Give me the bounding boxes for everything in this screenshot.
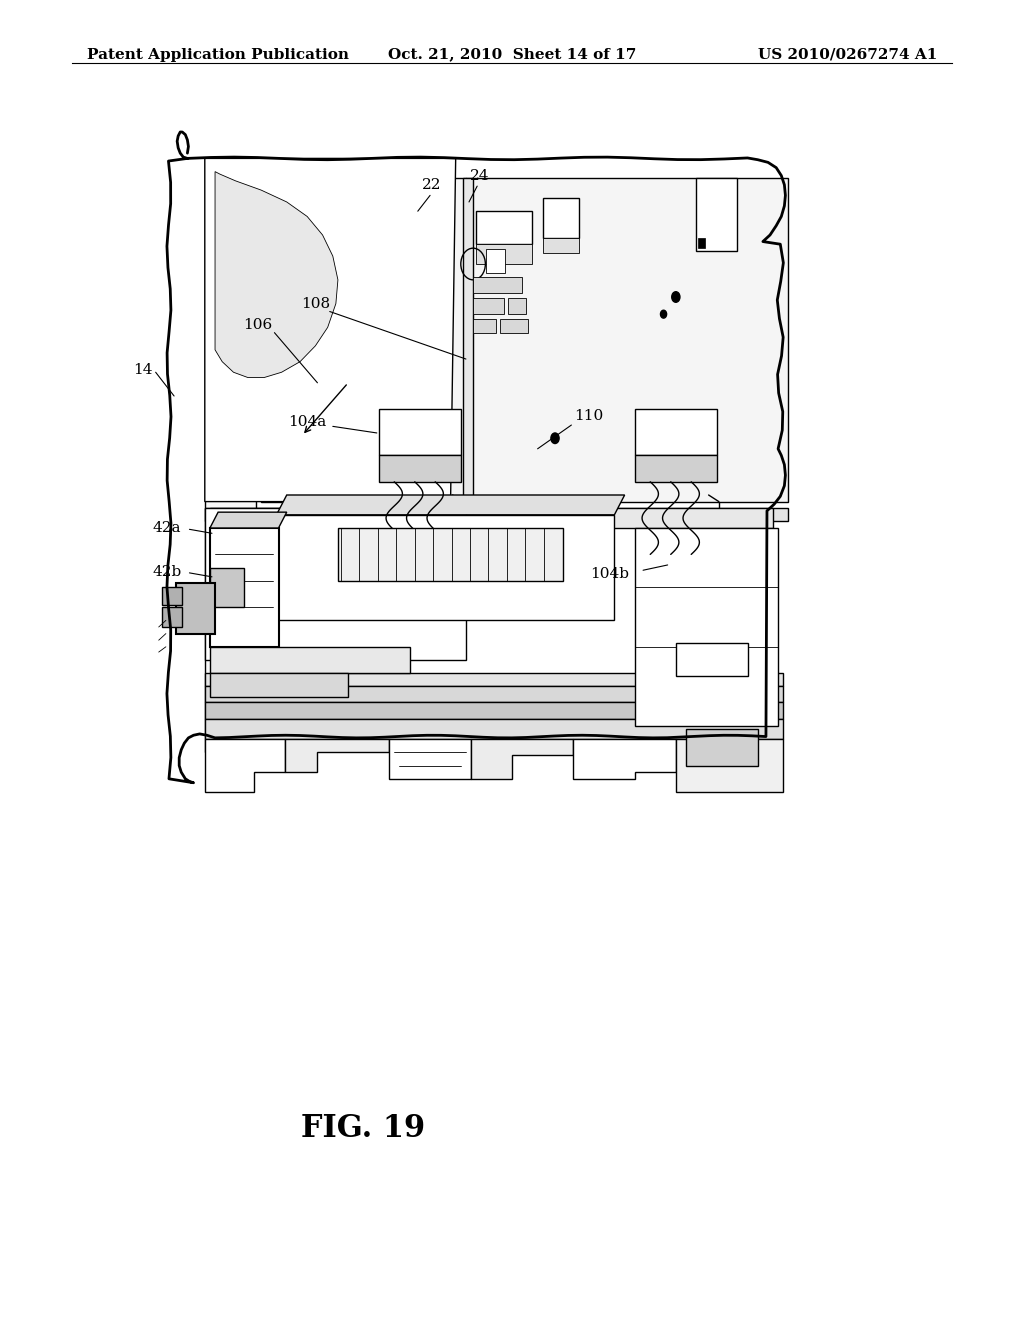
Bar [696, 178, 737, 251]
Polygon shape [676, 739, 783, 792]
Text: 104a: 104a [288, 416, 327, 429]
Text: FIG. 19: FIG. 19 [301, 1113, 426, 1144]
Text: 110: 110 [574, 409, 603, 422]
Text: 42a: 42a [153, 521, 181, 535]
Bar [473, 277, 522, 293]
Polygon shape [205, 158, 778, 752]
Text: 42b: 42b [153, 565, 181, 578]
Text: 106: 106 [244, 318, 272, 331]
Circle shape [660, 310, 667, 318]
Polygon shape [162, 607, 182, 627]
Polygon shape [635, 528, 778, 726]
Polygon shape [476, 244, 532, 264]
Circle shape [551, 433, 559, 444]
Polygon shape [261, 178, 788, 502]
Polygon shape [379, 409, 461, 455]
Polygon shape [543, 198, 579, 238]
Text: Oct. 21, 2010  Sheet 14 of 17: Oct. 21, 2010 Sheet 14 of 17 [388, 48, 636, 62]
Polygon shape [276, 515, 614, 620]
Polygon shape [162, 587, 182, 605]
Bar [133, 40, 911, 937]
Polygon shape [635, 455, 717, 482]
Polygon shape [205, 739, 285, 792]
Polygon shape [205, 673, 783, 686]
Bar [508, 298, 526, 314]
Polygon shape [463, 178, 473, 508]
Bar [473, 298, 504, 314]
Text: 104b: 104b [590, 568, 629, 581]
Polygon shape [205, 158, 456, 502]
Polygon shape [210, 647, 410, 673]
Bar [686, 729, 758, 766]
Polygon shape [215, 172, 338, 378]
Bar [500, 319, 528, 333]
Text: 24: 24 [469, 169, 489, 182]
Polygon shape [379, 455, 461, 482]
Bar [473, 319, 496, 333]
Polygon shape [205, 686, 783, 702]
Polygon shape [205, 508, 466, 660]
Polygon shape [210, 512, 287, 528]
Polygon shape [285, 739, 389, 772]
Circle shape [672, 292, 680, 302]
Polygon shape [205, 702, 783, 719]
Polygon shape [389, 739, 471, 779]
Bar [486, 249, 505, 273]
Polygon shape [471, 739, 573, 779]
Polygon shape [210, 568, 244, 607]
Text: 14: 14 [133, 363, 154, 376]
Polygon shape [543, 238, 579, 253]
Polygon shape [176, 583, 215, 634]
Polygon shape [210, 508, 773, 528]
Polygon shape [205, 719, 783, 739]
Text: US 2010/0267274 A1: US 2010/0267274 A1 [758, 48, 937, 62]
Polygon shape [573, 739, 676, 779]
Polygon shape [276, 495, 625, 515]
Polygon shape [210, 673, 348, 697]
Text: 22: 22 [422, 178, 442, 191]
Text: Patent Application Publication: Patent Application Publication [87, 48, 349, 62]
Bar [676, 643, 748, 676]
Text: 108: 108 [301, 297, 330, 310]
Polygon shape [205, 158, 256, 752]
Bar [698, 238, 705, 248]
Polygon shape [635, 409, 717, 455]
Polygon shape [167, 132, 785, 783]
Polygon shape [476, 211, 532, 244]
Polygon shape [205, 508, 788, 521]
Polygon shape [338, 528, 563, 581]
Polygon shape [210, 528, 279, 647]
